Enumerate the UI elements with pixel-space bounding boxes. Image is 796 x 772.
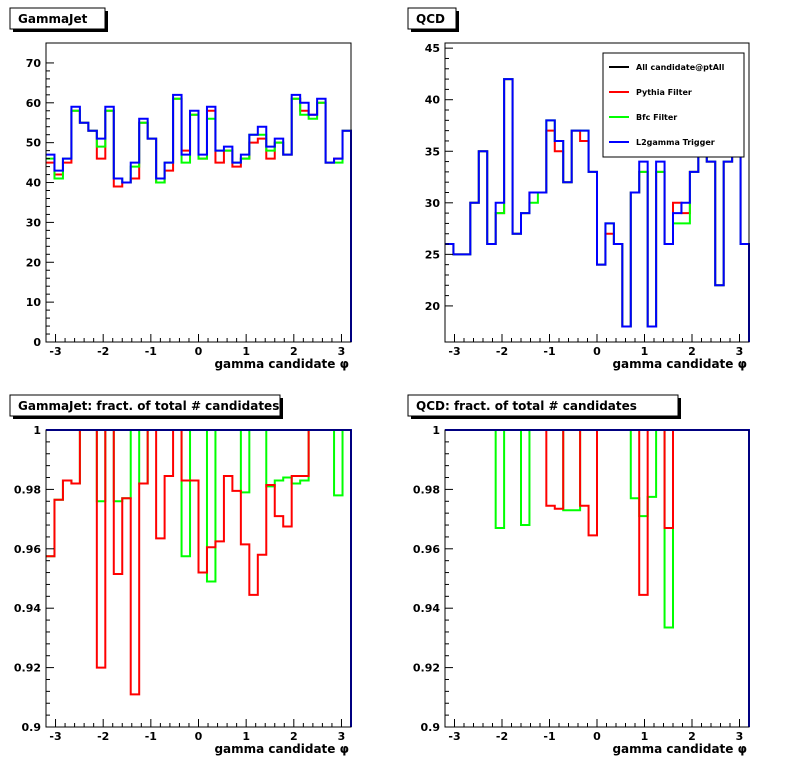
series-line-pythia	[46, 429, 352, 727]
y-tick-label: 1	[33, 424, 41, 437]
y-tick-label: 0	[33, 336, 41, 349]
y-tick-label: 0.9	[421, 721, 441, 734]
series-line-l2	[46, 429, 352, 727]
y-tick-label: 50	[26, 137, 42, 150]
chart-title: QCD	[416, 12, 445, 26]
y-tick-label: 30	[425, 197, 441, 210]
y-tick-label: 20	[425, 300, 441, 313]
y-tick-label: 0.96	[413, 543, 440, 556]
x-tick-label: 0	[195, 345, 203, 358]
x-tick-label: 2	[688, 345, 696, 358]
y-tick-label: 45	[425, 42, 440, 55]
y-tick-label: 60	[26, 97, 42, 110]
x-tick-label: 3	[736, 730, 744, 743]
x-tick-label: 1	[242, 730, 250, 743]
x-tick-label: 1	[641, 345, 649, 358]
x-tick-label: -3	[448, 345, 460, 358]
plot-frame	[45, 42, 352, 343]
x-tick-label: 1	[641, 730, 649, 743]
y-tick-label: 1	[432, 424, 440, 437]
y-tick-label: 0.92	[14, 662, 41, 675]
x-tick-label: -3	[49, 345, 61, 358]
chart-title: GammaJet: fract. of total # candidates	[18, 399, 279, 413]
y-tick-label: 0.98	[413, 483, 440, 496]
y-tick-label: 25	[425, 248, 440, 261]
title-box	[9, 7, 106, 30]
series-line-bfc	[46, 429, 352, 727]
x-tick-label: 3	[338, 345, 346, 358]
x-tick-label: -2	[496, 730, 508, 743]
x-tick-label: 0	[195, 730, 203, 743]
title-box	[9, 394, 281, 417]
y-tick-label: 40	[425, 94, 441, 107]
y-tick-label: 20	[26, 256, 42, 269]
y-tick-label: 0.96	[14, 543, 41, 556]
x-tick-label: -3	[49, 730, 61, 743]
x-tick-label: 1	[242, 345, 250, 358]
x-tick-label: 3	[736, 345, 744, 358]
x-tick-label: -1	[543, 345, 555, 358]
series-line-l2	[46, 93, 352, 342]
chart-title: GammaJet	[18, 12, 88, 26]
x-axis-label: gamma candidate φ	[214, 357, 349, 371]
legend-box	[602, 52, 745, 158]
legend-label: All candidate@ptAll	[636, 63, 725, 72]
y-tick-label: 0.9	[22, 721, 42, 734]
chart-panel-3: QCD: fract. of total # candidates 0.9 0.92…	[407, 394, 750, 756]
series-line-pythia	[445, 429, 750, 727]
title-box	[407, 394, 679, 417]
plot-frame	[45, 429, 352, 728]
x-tick-label: 2	[290, 345, 298, 358]
chart-panel-2: GammaJet: fract. of total # candidates 0.…	[9, 394, 352, 756]
x-tick-label: -2	[496, 345, 508, 358]
legend-label: Pythia Filter	[636, 88, 692, 97]
y-tick-label: 0.94	[14, 602, 41, 615]
x-axis-label: gamma candidate φ	[612, 742, 747, 756]
y-tick-label: 0.98	[14, 483, 41, 496]
y-tick-label: 40	[26, 177, 42, 190]
x-tick-label: -1	[543, 730, 555, 743]
y-tick-label: 30	[26, 216, 42, 229]
y-tick-label: 35	[425, 145, 440, 158]
x-tick-label: 2	[290, 730, 298, 743]
title-box	[407, 7, 457, 30]
y-tick-label: 70	[26, 57, 42, 70]
x-tick-label: 3	[338, 730, 346, 743]
legend-label: L2gamma Trigger	[636, 138, 715, 147]
x-tick-label: 0	[593, 345, 601, 358]
x-tick-label: -1	[145, 730, 157, 743]
x-tick-label: 2	[688, 730, 696, 743]
x-tick-label: -2	[97, 730, 109, 743]
y-tick-label: 0.92	[413, 662, 440, 675]
x-tick-label: -1	[145, 345, 157, 358]
y-tick-label: 10	[26, 296, 42, 309]
x-tick-label: 0	[593, 730, 601, 743]
x-tick-label: -3	[448, 730, 460, 743]
x-axis-label: gamma candidate φ	[612, 357, 747, 371]
y-tick-label: 0.94	[413, 602, 440, 615]
x-tick-label: -2	[97, 345, 109, 358]
chart-title: QCD: fract. of total # candidates	[416, 399, 637, 413]
legend-label: Bfc Filter	[636, 113, 677, 122]
x-axis-label: gamma candidate φ	[214, 742, 349, 756]
